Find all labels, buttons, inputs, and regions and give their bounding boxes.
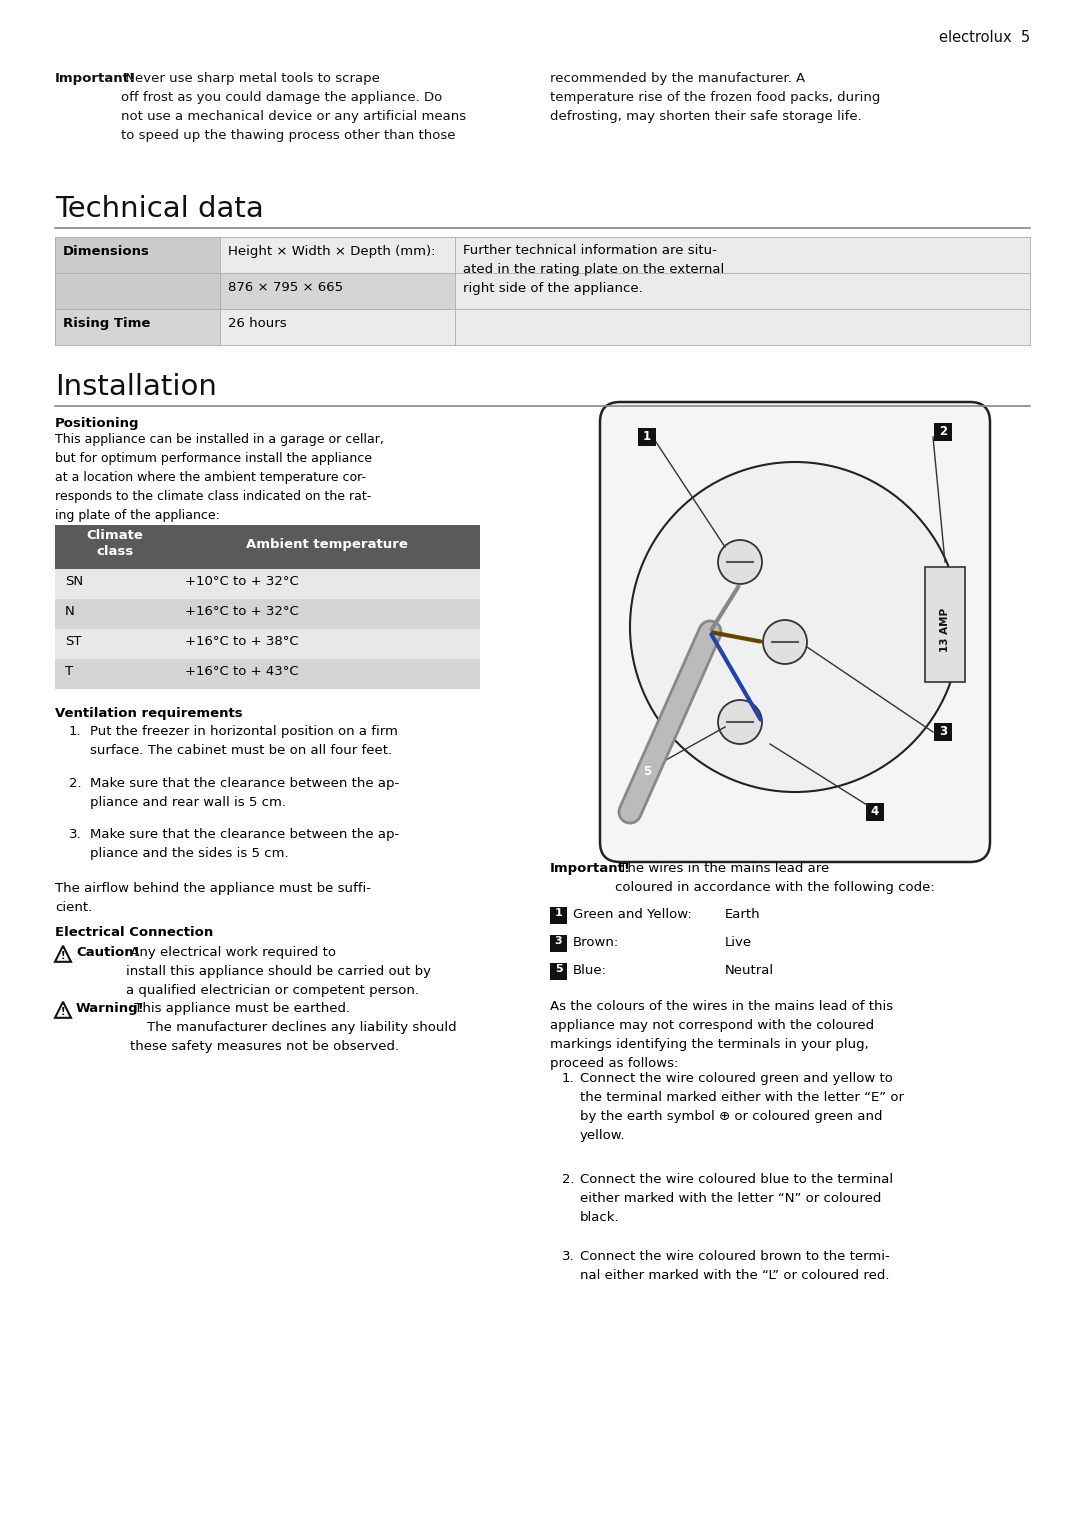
Circle shape: [762, 619, 807, 664]
FancyBboxPatch shape: [638, 763, 656, 781]
FancyBboxPatch shape: [455, 309, 1030, 346]
Text: Put the freezer in horizontal position on a firm
surface. The cabinet must be on: Put the freezer in horizontal position o…: [90, 725, 397, 757]
FancyBboxPatch shape: [175, 659, 480, 690]
Text: Brown:: Brown:: [573, 936, 619, 950]
Circle shape: [718, 700, 762, 745]
Text: Warning!: Warning!: [76, 1001, 145, 1015]
Text: ST: ST: [65, 635, 81, 648]
Text: This appliance can be installed in a garage or cellar,
but for optimum performan: This appliance can be installed in a gar…: [55, 433, 383, 521]
FancyBboxPatch shape: [55, 628, 175, 659]
FancyBboxPatch shape: [924, 567, 966, 682]
Text: electrolux  5: electrolux 5: [939, 31, 1030, 44]
Text: recommended by the manufacturer. A
temperature rise of the frozen food packs, du: recommended by the manufacturer. A tempe…: [550, 72, 880, 122]
Text: Any electrical work required to
install this appliance should be carried out by
: Any electrical work required to install …: [126, 946, 431, 997]
Text: Ambient temperature: Ambient temperature: [246, 538, 408, 550]
Text: Technical data: Technical data: [55, 196, 264, 223]
Text: 5: 5: [555, 963, 563, 974]
Circle shape: [718, 540, 762, 584]
Circle shape: [630, 462, 960, 792]
Text: 2.: 2.: [69, 777, 82, 789]
FancyBboxPatch shape: [600, 402, 990, 862]
Text: !: !: [60, 1008, 65, 1017]
Text: Earth: Earth: [725, 908, 760, 920]
Text: Installation: Installation: [55, 373, 217, 401]
Text: N: N: [65, 605, 75, 618]
Text: 5: 5: [643, 764, 651, 778]
FancyBboxPatch shape: [924, 567, 966, 682]
Text: +16°C to + 32°C: +16°C to + 32°C: [185, 605, 299, 618]
Text: +16°C to + 43°C: +16°C to + 43°C: [185, 665, 299, 677]
FancyBboxPatch shape: [220, 274, 455, 309]
Text: Never use sharp metal tools to scrape
off frost as you could damage the applianc: Never use sharp metal tools to scrape of…: [121, 72, 467, 142]
Text: 4: 4: [870, 804, 879, 818]
Text: T: T: [65, 665, 73, 677]
Text: Connect the wire coloured green and yellow to
the terminal marked either with th: Connect the wire coloured green and yell…: [580, 1072, 904, 1142]
Text: +16°C to + 38°C: +16°C to + 38°C: [185, 635, 299, 648]
Text: The airflow behind the appliance must be suffi-
cient.: The airflow behind the appliance must be…: [55, 882, 372, 914]
Text: Important!: Important!: [550, 862, 631, 875]
Text: Important!: Important!: [55, 72, 136, 86]
FancyBboxPatch shape: [866, 803, 885, 821]
FancyBboxPatch shape: [220, 309, 455, 346]
FancyBboxPatch shape: [934, 424, 951, 440]
FancyBboxPatch shape: [55, 309, 220, 346]
Text: Rising Time: Rising Time: [63, 317, 150, 330]
Text: 13 AMP: 13 AMP: [940, 607, 950, 651]
Text: 1.: 1.: [69, 725, 82, 739]
Text: 876 × 795 × 665: 876 × 795 × 665: [228, 281, 343, 294]
Text: Blue:: Blue:: [573, 963, 607, 977]
FancyBboxPatch shape: [175, 524, 480, 569]
FancyBboxPatch shape: [55, 524, 175, 569]
Text: Live: Live: [725, 936, 752, 950]
Text: 1: 1: [643, 430, 651, 443]
Text: 26 hours: 26 hours: [228, 317, 286, 330]
FancyBboxPatch shape: [55, 569, 175, 599]
Text: Ventilation requirements: Ventilation requirements: [55, 706, 243, 720]
FancyBboxPatch shape: [55, 274, 220, 309]
FancyBboxPatch shape: [175, 569, 480, 599]
Text: This appliance must be earthed.
    The manufacturer declines any liability shou: This appliance must be earthed. The manu…: [130, 1001, 457, 1053]
Text: +10°C to + 32°C: +10°C to + 32°C: [185, 575, 299, 589]
Text: Make sure that the clearance between the ap-
pliance and rear wall is 5 cm.: Make sure that the clearance between the…: [90, 777, 400, 809]
FancyBboxPatch shape: [220, 237, 455, 274]
Text: Climate
class: Climate class: [86, 529, 144, 558]
Text: 2: 2: [939, 425, 947, 437]
Text: Make sure that the clearance between the ap-
pliance and the sides is 5 cm.: Make sure that the clearance between the…: [90, 829, 400, 861]
Text: The wires in the mains lead are
coloured in accordance with the following code:: The wires in the mains lead are coloured…: [615, 862, 935, 894]
FancyBboxPatch shape: [55, 237, 220, 274]
Text: Height × Width × Depth (mm):: Height × Width × Depth (mm):: [228, 245, 435, 258]
Text: 3: 3: [939, 725, 947, 739]
FancyBboxPatch shape: [55, 659, 175, 690]
Text: Green and Yellow:: Green and Yellow:: [573, 908, 692, 920]
Text: Electrical Connection: Electrical Connection: [55, 925, 213, 939]
Text: Connect the wire coloured blue to the terminal
either marked with the letter “N”: Connect the wire coloured blue to the te…: [580, 1173, 893, 1225]
FancyBboxPatch shape: [638, 428, 656, 446]
Text: As the colours of the wires in the mains lead of this
appliance may not correspo: As the colours of the wires in the mains…: [550, 1000, 893, 1070]
FancyBboxPatch shape: [175, 599, 480, 628]
FancyBboxPatch shape: [550, 907, 567, 924]
Text: Caution!: Caution!: [76, 946, 139, 959]
FancyBboxPatch shape: [934, 723, 951, 742]
Text: Neutral: Neutral: [725, 963, 774, 977]
Text: 3.: 3.: [562, 1249, 575, 1263]
FancyBboxPatch shape: [175, 628, 480, 659]
Text: !: !: [60, 951, 65, 962]
FancyBboxPatch shape: [550, 936, 567, 953]
Text: 2.: 2.: [562, 1173, 575, 1187]
Text: SN: SN: [65, 575, 83, 589]
FancyBboxPatch shape: [55, 599, 175, 628]
Text: Connect the wire coloured brown to the termi-
nal either marked with the “L” or : Connect the wire coloured brown to the t…: [580, 1249, 890, 1281]
FancyBboxPatch shape: [550, 963, 567, 980]
Text: Positioning: Positioning: [55, 417, 139, 430]
Text: 3.: 3.: [69, 829, 82, 841]
Text: 3: 3: [555, 936, 563, 946]
Text: 1: 1: [555, 908, 563, 917]
Text: 1.: 1.: [562, 1072, 575, 1086]
FancyBboxPatch shape: [455, 237, 1030, 309]
Text: Further technical information are situ-
ated in the rating plate on the external: Further technical information are situ- …: [463, 245, 725, 295]
Text: Dimensions: Dimensions: [63, 245, 150, 258]
